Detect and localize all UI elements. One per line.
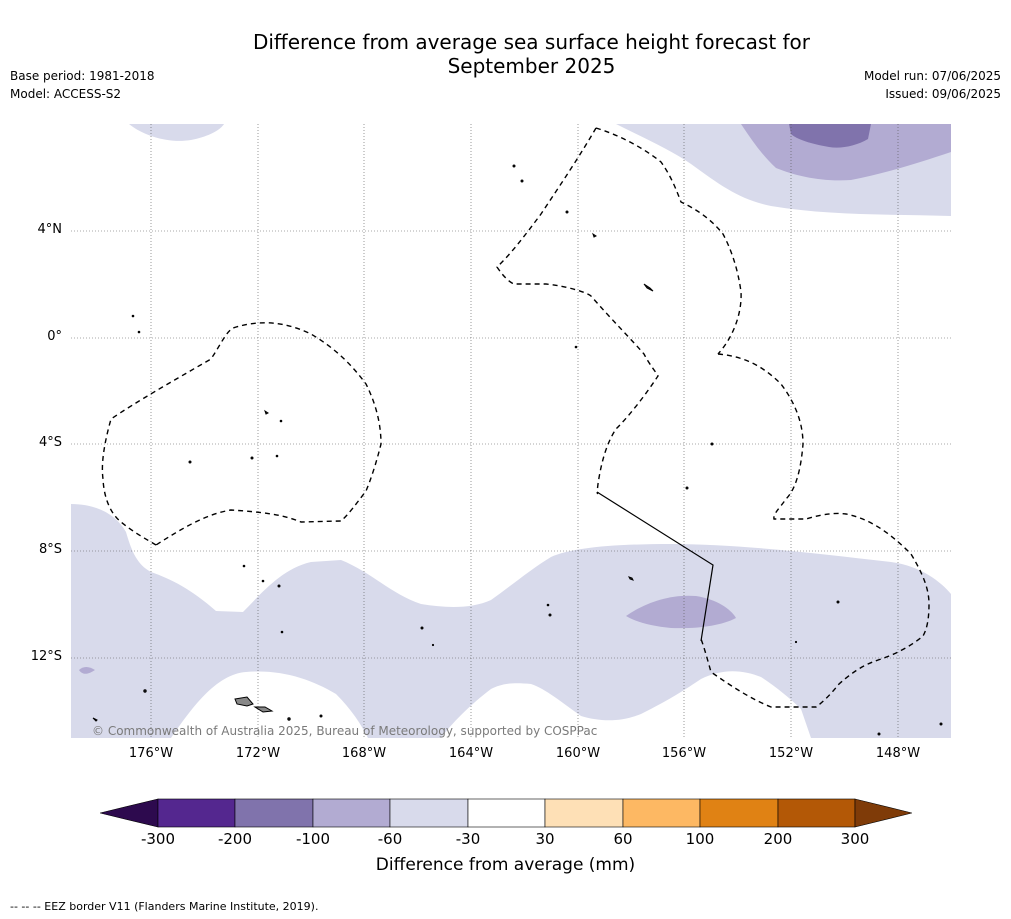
island [574,345,578,349]
colorbar-tick: 100 [685,830,715,848]
island [794,640,798,644]
lon-label-156w: 156°W [661,746,707,761]
colorbar-segment-neg200-neg100 [234,798,314,828]
colorbar-segment-60-100 [622,798,701,828]
island [836,600,840,604]
island [279,419,283,423]
colorbar-title: Difference from average (mm) [375,855,636,875]
map-svg [71,124,951,738]
colorbar-arrow-min [100,798,159,828]
island [261,579,265,583]
island [188,460,192,464]
anomaly-region-north-top [129,124,224,141]
lat-label-4n: 4°N [37,222,63,237]
colorbar-segment-30-60 [544,798,624,828]
eez-border-cook [700,353,930,708]
colorbar-segment-200-300 [777,798,856,828]
island [319,714,323,718]
copyright-notice: © Commonwealth of Australia 2025, Bureau… [92,724,598,738]
map-title-line1: Difference from average sea surface heig… [252,30,811,54]
eez-borders [101,127,930,708]
lat-label-4s: 4°S [38,435,62,450]
island [592,232,597,238]
model-text: Model: ACCESS-S2 [10,87,122,101]
island [628,576,634,581]
lon-label-148w: 148°W [875,746,921,761]
colorbar-tick: 30 [535,830,555,848]
colorbar-segment-neg30-30 [467,798,546,828]
lon-label-172w: 172°W [235,746,281,761]
lon-label-164w: 164°W [448,746,494,761]
island [277,584,281,588]
lat-label-12s: 12°S [30,649,62,664]
eez-border-kiribati-line [595,127,742,355]
anomaly-region-northeast-medium [741,124,951,181]
island [280,630,284,634]
colorbar-tick: -300 [140,830,176,848]
lat-label-0: 0° [47,329,62,344]
island [546,603,550,607]
colorbar-segment-neg300-neg200 [157,798,236,828]
island [939,722,943,726]
island [287,717,291,721]
colorbar [100,798,912,828]
lon-label-176w: 176°W [128,746,174,761]
eez-footnote: -- -- -- EEZ border V11 (Flanders Marine… [10,900,319,913]
boundary-line-solid [596,491,714,642]
island [143,689,147,693]
map-panel [71,124,951,738]
island-samoa-savaii [234,696,254,707]
island [92,717,98,722]
meta-left: Base period: 1981-2018 Model: ACCESS-S2 [10,67,155,103]
colorbar-tick: 300 [840,830,870,848]
island [242,564,246,568]
eez-border-kiribati-gilbert [101,322,382,546]
colorbar-tick: -100 [295,830,331,848]
colorbar-tick: 60 [613,830,633,848]
map-title: Difference from average sea surface heig… [0,30,1011,78]
island [250,456,254,460]
island [512,164,516,168]
island [565,210,569,214]
island [131,314,135,318]
issued-text: Issued: 09/06/2025 [885,87,1001,101]
island [264,409,269,415]
island [420,626,424,630]
island [685,486,689,490]
eez-border-phoenix [496,127,659,495]
island [431,643,435,647]
island-samoa-upolu [253,706,274,713]
lon-label-160w: 160°W [555,746,601,761]
island [520,179,524,183]
colorbar-segment-neg100-neg60 [312,798,391,828]
colorbar-tick: -60 [377,830,403,848]
colorbar-segment-100-200 [699,798,779,828]
lon-label-152w: 152°W [768,746,814,761]
anomaly-region-south-band [71,504,951,738]
island [548,613,552,617]
colorbar-tick: -30 [455,830,481,848]
meta-right: Model run: 07/06/2025 Issued: 09/06/2025 [864,67,1001,103]
island [643,283,654,292]
island [877,732,881,736]
base-period-text: Base period: 1981-2018 [10,69,155,83]
map-title-line2: September 2025 [447,54,616,78]
anomaly-region-south-medium [626,595,736,629]
colorbar-arrow-max [854,798,912,828]
colorbar-tick: 200 [763,830,793,848]
colorbar-tick: -200 [217,830,253,848]
islands [92,164,943,736]
gridlines [71,124,951,738]
lat-label-8s: 8°S [38,542,62,557]
anomaly-region-northeast-dark [789,124,871,148]
island [137,330,141,334]
island [275,454,279,458]
model-run-text: Model run: 07/06/2025 [863,69,1001,83]
anomaly-spot-west [79,667,95,674]
colorbar-segment-neg60-neg30 [389,798,469,828]
lon-label-168w: 168°W [341,746,387,761]
island [710,442,714,446]
